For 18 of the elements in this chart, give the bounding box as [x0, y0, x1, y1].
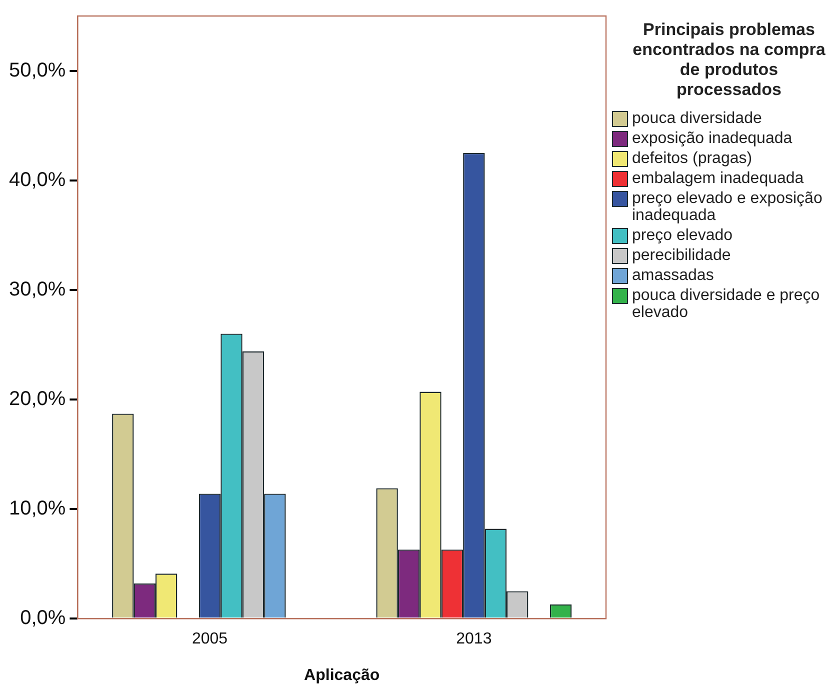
x-tick-label: 2013	[456, 630, 492, 648]
y-tick-label: 30,0%	[8, 278, 66, 300]
legend-label: pouca diversidade	[632, 110, 762, 127]
legend-label: amassadas	[632, 267, 714, 284]
legend-label: defeitos (pragas)	[632, 150, 752, 167]
y-tick-label: 50,0%	[8, 59, 66, 82]
legend-label: perecibilidade	[632, 247, 731, 264]
legend-label: pouca diversidade e preço elevado	[632, 287, 821, 321]
legend-title: Principais problemas encontrados na compra de produtos processados	[632, 20, 826, 100]
y-tick-label: 40,0%	[8, 168, 66, 191]
y-tick-label: 0,0%	[20, 607, 66, 630]
y-tick-label: 20,0%	[8, 388, 66, 410]
legend-label: exposição inadequada	[632, 130, 792, 147]
legend-label: embalagem inadequada	[632, 170, 804, 187]
y-tick-label: 10,0%	[8, 498, 66, 520]
x-tick-label: 2005	[192, 630, 228, 648]
x-axis-title: Aplicação	[304, 666, 380, 684]
legend-label: preço elevado	[632, 227, 733, 244]
